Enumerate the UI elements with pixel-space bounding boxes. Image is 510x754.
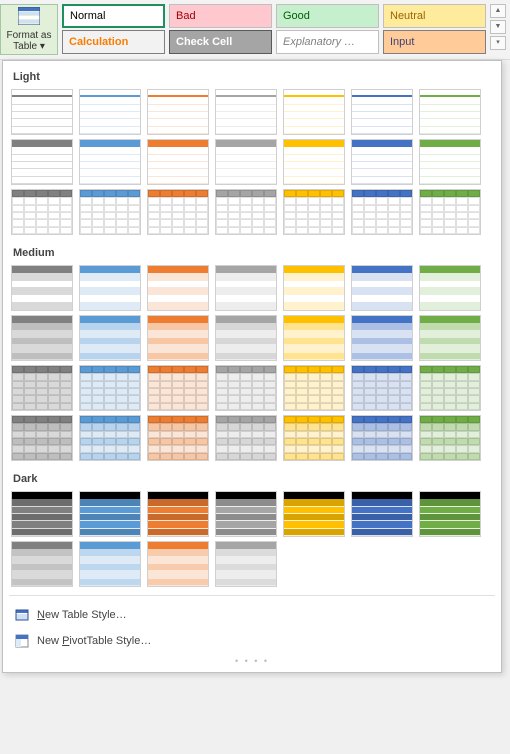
table-style-thumb[interactable]: [351, 139, 413, 185]
thumb-row: [3, 413, 501, 463]
table-style-thumb[interactable]: [11, 491, 73, 537]
thumb-row: [3, 263, 501, 313]
table-style-thumb[interactable]: [351, 189, 413, 235]
table-style-thumb[interactable]: [11, 415, 73, 461]
separator: [9, 595, 495, 596]
table-style-thumb[interactable]: [283, 265, 345, 311]
new-table-style-label: New Table Style…: [37, 609, 127, 621]
table-style-thumb[interactable]: [283, 189, 345, 235]
table-small-icon: [15, 608, 29, 622]
table-style-thumb[interactable]: [11, 541, 73, 587]
table-style-thumb[interactable]: [147, 139, 209, 185]
thumb-row: [3, 137, 501, 187]
thumb-row: [3, 187, 501, 237]
cell-style-check-cell[interactable]: Check Cell: [169, 30, 272, 54]
table-style-thumb[interactable]: [215, 541, 277, 587]
thumb-row: [3, 87, 501, 137]
table-style-thumb[interactable]: [351, 265, 413, 311]
table-style-thumb[interactable]: [419, 315, 481, 361]
table-style-thumb[interactable]: [11, 365, 73, 411]
table-style-thumb[interactable]: [215, 365, 277, 411]
table-style-thumb[interactable]: [419, 365, 481, 411]
table-style-thumb[interactable]: [351, 415, 413, 461]
table-style-thumb[interactable]: [79, 265, 141, 311]
format-as-table-label: Format as Table ▾: [3, 30, 55, 52]
table-style-thumb[interactable]: [11, 189, 73, 235]
table-style-thumb[interactable]: [351, 365, 413, 411]
table-style-thumb[interactable]: [351, 89, 413, 135]
table-style-thumb[interactable]: [419, 139, 481, 185]
table-style-thumb[interactable]: [419, 189, 481, 235]
table-style-thumb[interactable]: [283, 89, 345, 135]
table-style-thumb[interactable]: [79, 139, 141, 185]
new-pivottable-style-menuitem[interactable]: New PivotTable Style…: [3, 628, 501, 654]
table-style-thumb[interactable]: [79, 189, 141, 235]
ribbon-styles-group: Format as Table ▾ NormalBadGoodNeutral Ca…: [0, 0, 510, 60]
scroll-up-button[interactable]: ▲: [490, 4, 506, 18]
table-style-thumb[interactable]: [147, 89, 209, 135]
table-style-thumb[interactable]: [79, 89, 141, 135]
resize-grip[interactable]: • • • •: [3, 654, 501, 668]
table-style-thumb[interactable]: [283, 415, 345, 461]
table-style-thumb[interactable]: [11, 89, 73, 135]
thumb-row: [3, 539, 501, 589]
table-style-thumb[interactable]: [215, 491, 277, 537]
new-table-style-menuitem[interactable]: New Table Style…: [3, 602, 501, 628]
cell-styles-gallery: NormalBadGoodNeutral CalculationCheck Cel…: [62, 4, 486, 55]
table-style-thumb[interactable]: [351, 315, 413, 361]
thumb-row: [3, 363, 501, 413]
section-title-light: Light: [3, 61, 501, 87]
table-style-thumb[interactable]: [351, 491, 413, 537]
table-style-thumb[interactable]: [147, 265, 209, 311]
table-style-thumb[interactable]: [147, 189, 209, 235]
table-style-thumb[interactable]: [215, 415, 277, 461]
section-title-medium: Medium: [3, 237, 501, 263]
table-style-thumb[interactable]: [215, 139, 277, 185]
format-as-table-button[interactable]: Format as Table ▾: [0, 4, 58, 55]
cell-style-bad[interactable]: Bad: [169, 4, 272, 28]
table-style-thumb[interactable]: [147, 315, 209, 361]
cell-style-explanatory-[interactable]: Explanatory …: [276, 30, 379, 54]
thumb-row: [3, 489, 501, 539]
pivot-small-icon: [15, 634, 29, 648]
gallery-expand-button[interactable]: ▾: [490, 36, 506, 50]
table-style-thumb[interactable]: [283, 365, 345, 411]
section-title-dark: Dark: [3, 463, 501, 489]
table-style-thumb[interactable]: [79, 365, 141, 411]
cell-style-good[interactable]: Good: [276, 4, 379, 28]
table-style-thumb[interactable]: [419, 89, 481, 135]
table-style-thumb[interactable]: [419, 491, 481, 537]
table-style-thumb[interactable]: [79, 541, 141, 587]
table-style-thumb[interactable]: [215, 265, 277, 311]
table-style-thumb[interactable]: [147, 541, 209, 587]
table-style-thumb[interactable]: [79, 491, 141, 537]
table-style-thumb[interactable]: [419, 415, 481, 461]
new-pivottable-style-label: New PivotTable Style…: [37, 635, 151, 647]
table-icon: [3, 7, 55, 28]
table-style-thumb[interactable]: [147, 491, 209, 537]
table-style-thumb[interactable]: [215, 89, 277, 135]
table-style-thumb[interactable]: [215, 189, 277, 235]
scroll-down-button[interactable]: ▼: [490, 20, 506, 34]
table-style-thumb[interactable]: [283, 491, 345, 537]
table-style-thumb[interactable]: [147, 415, 209, 461]
table-style-thumb[interactable]: [215, 315, 277, 361]
table-style-thumb[interactable]: [11, 265, 73, 311]
table-style-thumb[interactable]: [283, 139, 345, 185]
table-style-thumb[interactable]: [147, 365, 209, 411]
table-style-thumb[interactable]: [79, 415, 141, 461]
table-style-thumb[interactable]: [419, 265, 481, 311]
gallery-scroll: ▲ ▼ ▾: [490, 4, 506, 55]
format-as-table-dropdown: Light Medium Dark New Table Style… New P…: [2, 60, 502, 673]
table-style-thumb[interactable]: [11, 315, 73, 361]
cell-style-normal[interactable]: Normal: [62, 4, 165, 28]
cell-style-calculation[interactable]: Calculation: [62, 30, 165, 54]
table-style-thumb[interactable]: [283, 315, 345, 361]
thumb-row: [3, 313, 501, 363]
cell-style-neutral[interactable]: Neutral: [383, 4, 486, 28]
table-style-thumb[interactable]: [11, 139, 73, 185]
cell-style-input[interactable]: Input: [383, 30, 486, 54]
table-style-thumb[interactable]: [79, 315, 141, 361]
